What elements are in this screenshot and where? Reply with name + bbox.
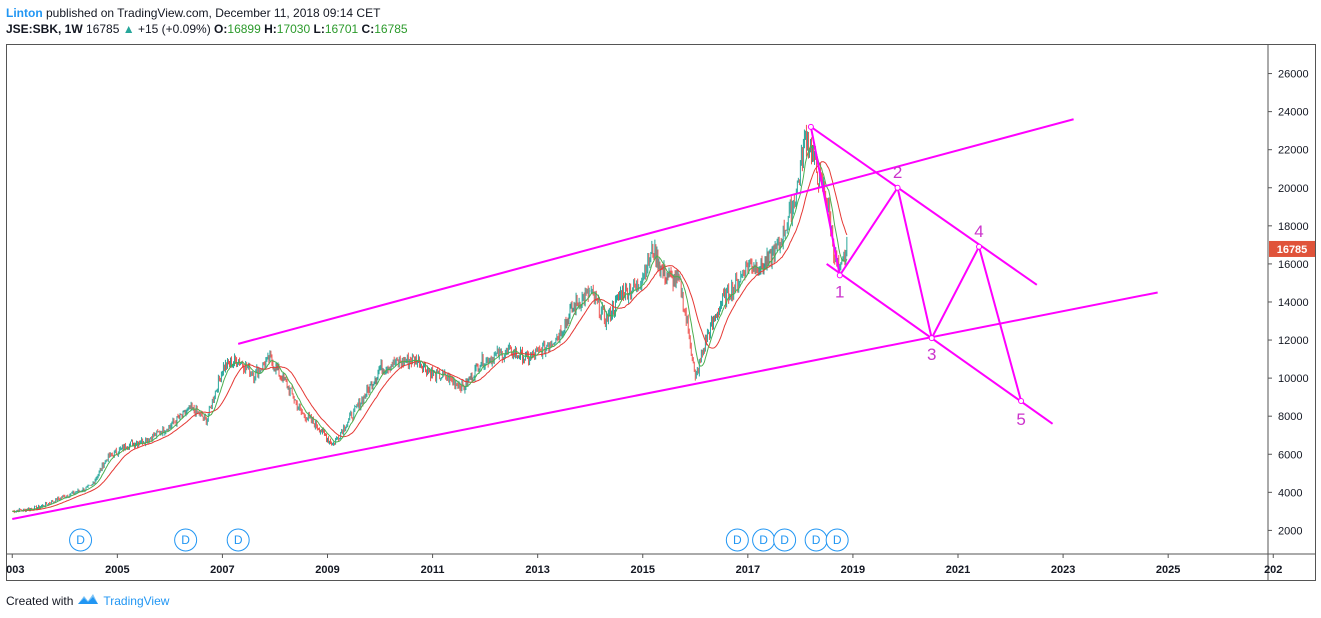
low-value: 16701: [324, 22, 359, 36]
wave-label: 3: [927, 345, 936, 364]
publish-info: published on TradingView.com, December 1…: [46, 6, 381, 20]
y-tick-label: 4000: [1278, 487, 1302, 499]
ohlc-line: JSE:SBK, 1W 16785 ▲ +15 (+0.09%) O:16899…: [6, 21, 408, 37]
last-price-label: 16785: [1277, 244, 1308, 256]
wave-support-line[interactable]: [826, 263, 1054, 425]
y-tick-label: 14000: [1278, 297, 1309, 309]
dividend-marker-label: D: [812, 533, 821, 547]
high-label: H:: [264, 22, 277, 36]
tradingview-brand-link[interactable]: TradingView: [103, 593, 170, 608]
dividend-marker-label: D: [780, 533, 789, 547]
open-value: 16899: [227, 22, 261, 36]
wave-label: 4: [974, 222, 983, 241]
wave-label: 2: [893, 163, 902, 182]
wave-label: 5: [1016, 410, 1025, 429]
x-tick-label: 2011: [421, 564, 445, 576]
y-tick-label: 8000: [1278, 411, 1302, 423]
y-tick-label: 12000: [1278, 335, 1309, 347]
open-label: O:: [214, 22, 228, 36]
y-tick-label: 26000: [1278, 69, 1309, 81]
dividend-marker-label: D: [759, 533, 768, 547]
author-link[interactable]: Linton: [6, 6, 43, 20]
y-tick-label: 22000: [1278, 145, 1309, 157]
dividend-marker-label: D: [733, 533, 742, 547]
close-label: C:: [361, 22, 375, 36]
dividend-marker-icon[interactable]: [725, 528, 749, 552]
elliott-wave-path[interactable]: [809, 126, 1023, 402]
dividend-marker-label: D: [181, 533, 190, 547]
chart-area[interactable]: 2000 4000 6000 8000 10000 12000 14000 16000 1800…: [0, 44, 1316, 581]
x-tick-label: 2003: [6, 564, 24, 576]
created-with-label: Created with: [6, 593, 74, 608]
wave-vertex[interactable]: [836, 272, 843, 279]
dividend-marker-label: D: [234, 533, 243, 547]
y-tick-label: 18000: [1278, 221, 1309, 233]
y-tick-label: 10000: [1278, 373, 1309, 385]
y-tick-label: 6000: [1278, 449, 1302, 461]
wave-vertex[interactable]: [928, 335, 935, 342]
up-arrow-icon: ▲: [122, 22, 135, 36]
wave-vertex[interactable]: [807, 123, 814, 130]
x-tick-label: 2021: [946, 564, 970, 576]
dividend-marker-icon[interactable]: [174, 528, 198, 552]
x-tick-label: 202: [1264, 564, 1282, 576]
last-price-badge: [1269, 240, 1315, 257]
x-tick-label: 2009: [315, 564, 339, 576]
x-tick-label: 2025: [1156, 564, 1180, 576]
dividend-marker-label: D: [76, 533, 85, 547]
lower-channel-line[interactable]: [12, 291, 1158, 520]
price-chart[interactable]: 2000 4000 6000 8000 10000 12000 14000 16000 1800…: [0, 44, 1316, 581]
last-price: 16785: [86, 22, 120, 36]
moving-average-slow: [12, 161, 848, 513]
moving-average-fast: [12, 144, 848, 513]
dividend-marker-icon[interactable]: [226, 528, 250, 552]
tradingview-logo-icon[interactable]: [77, 592, 99, 609]
price-change: +15 (+0.09%): [137, 22, 211, 36]
x-tick-label: 2013: [525, 564, 549, 576]
footer: Created with TradingView: [6, 592, 169, 609]
x-tick-label: 2023: [1051, 564, 1075, 576]
close-value: 16785: [374, 22, 408, 36]
x-tick-label: 2017: [736, 564, 760, 576]
low-label: L:: [313, 22, 325, 36]
publish-line: Linton published on TradingView.com, Dec…: [6, 5, 408, 21]
wave-resistance-line[interactable]: [810, 126, 1038, 286]
dividend-marker-icon[interactable]: [69, 528, 93, 552]
upper-channel-line[interactable]: [237, 118, 1074, 345]
x-tick-label: 2005: [105, 564, 129, 576]
high-value: 17030: [276, 22, 311, 36]
y-tick-label: 24000: [1278, 107, 1309, 119]
wave-vertex[interactable]: [894, 184, 901, 191]
chart-header: Linton published on TradingView.com, Dec…: [6, 5, 408, 37]
y-tick-label: 20000: [1278, 183, 1309, 195]
symbol-label: JSE:SBK, 1W: [6, 22, 83, 36]
y-tick-label: 16000: [1278, 259, 1309, 271]
x-tick-label: 2015: [631, 564, 655, 576]
wave-vertex[interactable]: [1018, 397, 1025, 404]
dividend-marker-icon[interactable]: [773, 528, 797, 552]
dividend-marker-icon[interactable]: [825, 528, 849, 552]
wave-label: 1: [835, 282, 844, 301]
dividend-marker-label: D: [833, 533, 842, 547]
chart-frame: [6, 44, 1316, 581]
y-tick-label: 2000: [1278, 525, 1302, 537]
x-tick-label: 2019: [841, 564, 865, 576]
wave-vertex[interactable]: [976, 243, 983, 250]
x-tick-label: 2007: [210, 564, 234, 576]
